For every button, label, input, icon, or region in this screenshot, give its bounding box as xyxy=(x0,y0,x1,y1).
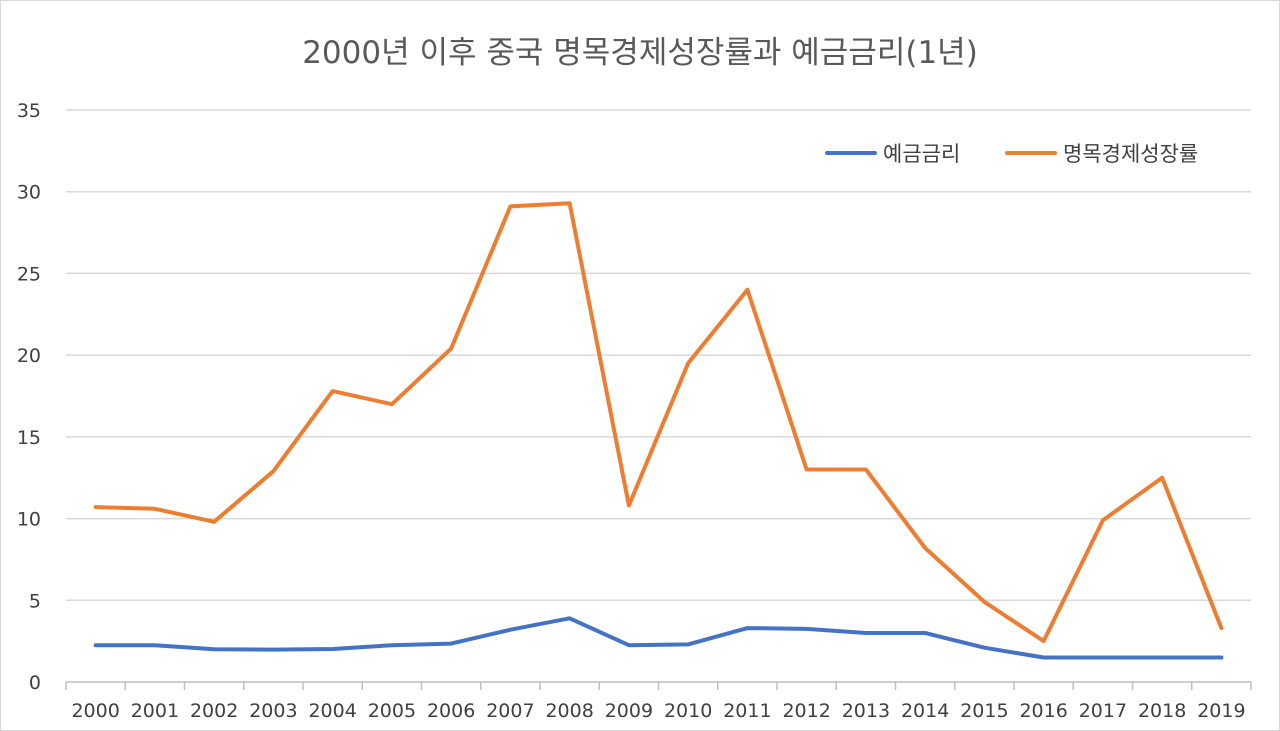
x-tick-label-2018: 2018 xyxy=(1138,700,1186,722)
x-tick-label-2016: 2016 xyxy=(1019,700,1067,722)
x-tick-label-2002: 2002 xyxy=(190,700,238,722)
series-lines xyxy=(93,201,1224,660)
x-tick-label-2005: 2005 xyxy=(368,700,416,722)
legend-label-1: 예금금리 xyxy=(883,142,960,166)
series-line-1 xyxy=(93,616,1224,660)
y-tick-label: 0 xyxy=(29,672,41,694)
gridlines xyxy=(66,109,1251,602)
x-tick-label-2009: 2009 xyxy=(605,700,653,722)
legend: 예금금리 명목경제성장률 xyxy=(825,142,1198,166)
x-tick-label-2019: 2019 xyxy=(1197,700,1245,722)
x-tick-label-2004: 2004 xyxy=(308,700,356,722)
series-line-2 xyxy=(93,201,1224,644)
x-tick-label-2008: 2008 xyxy=(545,700,593,722)
x-tick-label-2013: 2013 xyxy=(842,700,890,722)
x-tick-label-2015: 2015 xyxy=(960,700,1008,722)
x-tick-label-2017: 2017 xyxy=(1079,700,1127,722)
axes: 0 5 10 15 20 25 30 35 2000 2001 2002 2003 2004 2005 20… xyxy=(17,100,1252,722)
chart-title: 2000년 이후 중국 명목경제성장률과 예금금리(1년) xyxy=(302,35,978,71)
y-tick-label: 25 xyxy=(17,263,41,285)
y-tick-label: 10 xyxy=(17,509,41,531)
x-tick-label-2011: 2011 xyxy=(723,700,771,722)
y-tick-label: 5 xyxy=(29,590,41,612)
x-tick-label-2001: 2001 xyxy=(131,700,179,722)
x-tick-label-2006: 2006 xyxy=(427,700,475,722)
y-tick-label: 20 xyxy=(17,345,41,367)
x-tick-label-2014: 2014 xyxy=(901,700,949,722)
y-tick-label: 15 xyxy=(17,427,41,449)
legend-label-2: 명목경제성장률 xyxy=(1063,142,1198,166)
x-tick-label-2000: 2000 xyxy=(71,700,119,722)
x-tick-label-2012: 2012 xyxy=(782,700,830,722)
y-tick-label: 35 xyxy=(17,100,41,122)
x-tick-label-2010: 2010 xyxy=(664,700,712,722)
y-tick-label: 30 xyxy=(17,182,41,204)
x-tick-label-2007: 2007 xyxy=(486,700,534,722)
x-tick-label-2003: 2003 xyxy=(249,700,297,722)
